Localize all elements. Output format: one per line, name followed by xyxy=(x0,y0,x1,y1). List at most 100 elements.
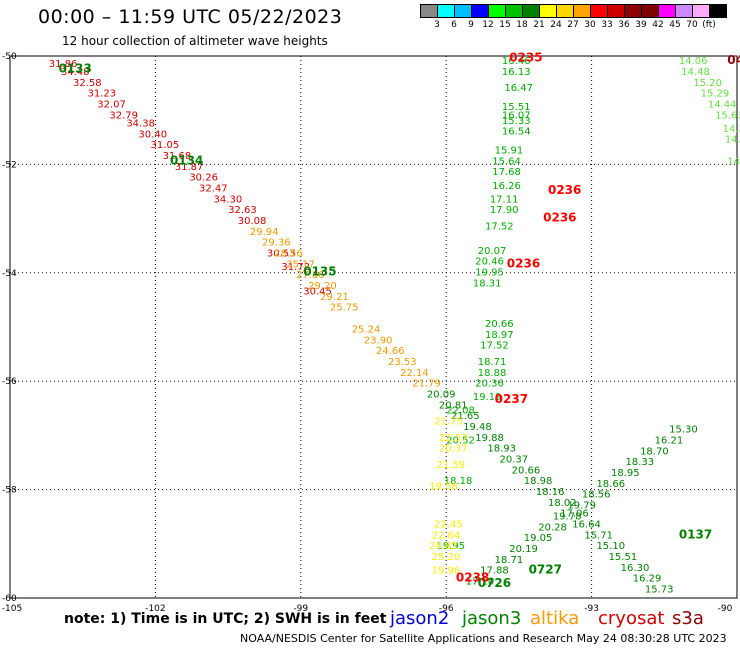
wave-height-label: 21.79 xyxy=(412,379,441,390)
wave-height-label: 19.96 xyxy=(432,566,461,577)
wave-height-label: 17.11 xyxy=(490,194,519,205)
wave-height-label: 24.82 xyxy=(429,541,458,552)
pass-time-label: 0137 xyxy=(679,527,712,541)
wave-height-label: 28.56 xyxy=(274,249,303,260)
wave-height-label: 34.38 xyxy=(126,118,155,129)
wave-height-label: 31.68 xyxy=(163,151,192,162)
scale-swatch xyxy=(641,4,659,18)
wave-height-label: 16.21 xyxy=(655,436,684,447)
pass-time-label: 0135 xyxy=(303,265,336,279)
satellite-legend-s3a: s3a xyxy=(672,608,704,629)
satellite-legend-altika: altika xyxy=(530,608,580,629)
wave-height-label: 32.58 xyxy=(73,78,102,89)
satellite-legend-jason2: jason2 xyxy=(390,608,450,629)
wave-height-label: 17.52 xyxy=(480,341,509,352)
scale-swatch xyxy=(709,4,727,18)
wave-height-label: 20.66 xyxy=(512,465,541,476)
wave-height-label: 22.45 xyxy=(434,520,463,531)
scale-label: 9 xyxy=(468,20,474,30)
scale-label: 15 xyxy=(499,20,511,30)
wave-height-label: 16.29 xyxy=(633,574,662,585)
scale-label: 70 xyxy=(686,20,698,30)
wave-height-label: 17.90 xyxy=(490,205,519,216)
pass-time-label: 0236 xyxy=(507,256,540,270)
wave-height-label: 29.20 xyxy=(308,281,337,292)
x-tick-label: -93 xyxy=(584,604,599,614)
wave-height-label: 18.97 xyxy=(485,330,514,341)
wave-height-label: 16.30 xyxy=(621,563,650,574)
scale-swatch xyxy=(488,4,506,18)
wave-height-label: 18.95 xyxy=(611,468,640,479)
y-tick-label: -52 xyxy=(2,160,17,170)
page-subtitle: 12 hour collection of altimeter wave hei… xyxy=(62,34,328,48)
scale-swatch xyxy=(607,4,625,18)
pass-time-label: 0133 xyxy=(58,61,91,75)
scale-label: 6 xyxy=(451,20,457,30)
x-tick-label: -96 xyxy=(439,604,454,614)
scale-label: 12 xyxy=(482,20,494,30)
scale-label: 42 xyxy=(652,20,664,30)
wave-height-label: 17.88 xyxy=(480,566,509,577)
pass-time-label: 0236 xyxy=(543,210,576,224)
wave-height-points: 31.8634.4832.5831.2332.0732.7934.3830.40… xyxy=(49,56,740,595)
wave-height-label: 20.37 xyxy=(439,444,468,455)
wave-height-label: 20.07 xyxy=(478,246,507,257)
wave-height-label: 16.07 xyxy=(502,110,531,121)
scale-swatch xyxy=(437,4,455,18)
wave-height-label: 25.24 xyxy=(352,324,381,335)
wave-height-label: 17.52 xyxy=(485,221,514,232)
wave-height-label: 20.28 xyxy=(538,522,567,533)
wave-height-label: 15.29 xyxy=(701,89,730,100)
wave-height-label: 20.52 xyxy=(446,436,475,447)
page-title: 00:00 – 11:59 UTC 05/22/2023 xyxy=(38,6,343,28)
wave-height-label: 18.70 xyxy=(640,446,669,457)
scale-swatch xyxy=(420,4,438,18)
x-tick-label: -105 xyxy=(2,604,22,614)
wave-height-label: 18.93 xyxy=(487,444,516,455)
scale-swatch xyxy=(505,4,523,18)
wave-height-label: 16.54 xyxy=(502,127,531,138)
x-tick-label: -99 xyxy=(293,604,308,614)
wave-height-label: 30.53 xyxy=(267,249,296,260)
scale-label: 27 xyxy=(567,20,579,30)
scale-label: 33 xyxy=(601,20,613,30)
wave-height-label: 19.79 xyxy=(567,501,596,512)
wave-height-label: 31.87 xyxy=(175,162,204,173)
wave-height-label: 23.53 xyxy=(388,357,417,368)
wave-height-label: 14.8 xyxy=(727,156,740,167)
wave-height-label: 34.30 xyxy=(214,194,243,205)
scale-swatch xyxy=(556,4,574,18)
wave-height-label: 19.95 xyxy=(475,268,504,279)
wave-height-label: 16.47 xyxy=(504,83,533,94)
scale-swatch xyxy=(573,4,591,18)
scale-label: (ft) xyxy=(702,20,716,30)
satellite-legend-jason3: jason3 xyxy=(462,608,522,629)
wave-height-label: 20.36 xyxy=(475,379,504,390)
wave-height-label: 15.91 xyxy=(495,146,524,157)
wave-height-label: 15.33 xyxy=(502,116,531,127)
wave-height-label: 31.05 xyxy=(151,140,180,151)
y-tick-label: -50 xyxy=(2,52,17,62)
y-tick-label: -56 xyxy=(2,377,17,387)
wave-height-label: 32.47 xyxy=(199,184,228,195)
wave-height-label: 29.94 xyxy=(250,227,279,238)
wave-height-label: 16.26 xyxy=(492,181,521,192)
satellite-legend-cryosat: cryosat xyxy=(598,608,665,629)
wave-height-label: 15.64 xyxy=(492,156,521,167)
wave-height-label: 14.44 xyxy=(708,99,737,110)
wave-height-label: 19.05 xyxy=(524,533,553,544)
wave-height-label: 32.79 xyxy=(109,110,138,121)
wave-height-label: 31.86 xyxy=(49,59,78,70)
scale-swatch xyxy=(539,4,557,18)
wave-height-label: 22.14 xyxy=(400,368,429,379)
wave-height-label: 30.45 xyxy=(303,286,332,297)
wave-height-label: 21.75 xyxy=(434,417,463,428)
wave-height-label: 15.30 xyxy=(669,425,698,436)
wave-height-label: 32.07 xyxy=(97,99,126,110)
pass-time-label: 0236 xyxy=(548,183,581,197)
wave-height-label: 14.23 xyxy=(722,124,740,135)
axis-ticks: -105 -102 -99 -96 -93 -90 -50 -52 -54 -56 -58 -60 xyxy=(2,52,733,614)
wave-height-label: 20.46 xyxy=(475,257,504,268)
y-tick-label: -54 xyxy=(2,269,17,279)
wave-height-label: 23.90 xyxy=(364,335,393,346)
